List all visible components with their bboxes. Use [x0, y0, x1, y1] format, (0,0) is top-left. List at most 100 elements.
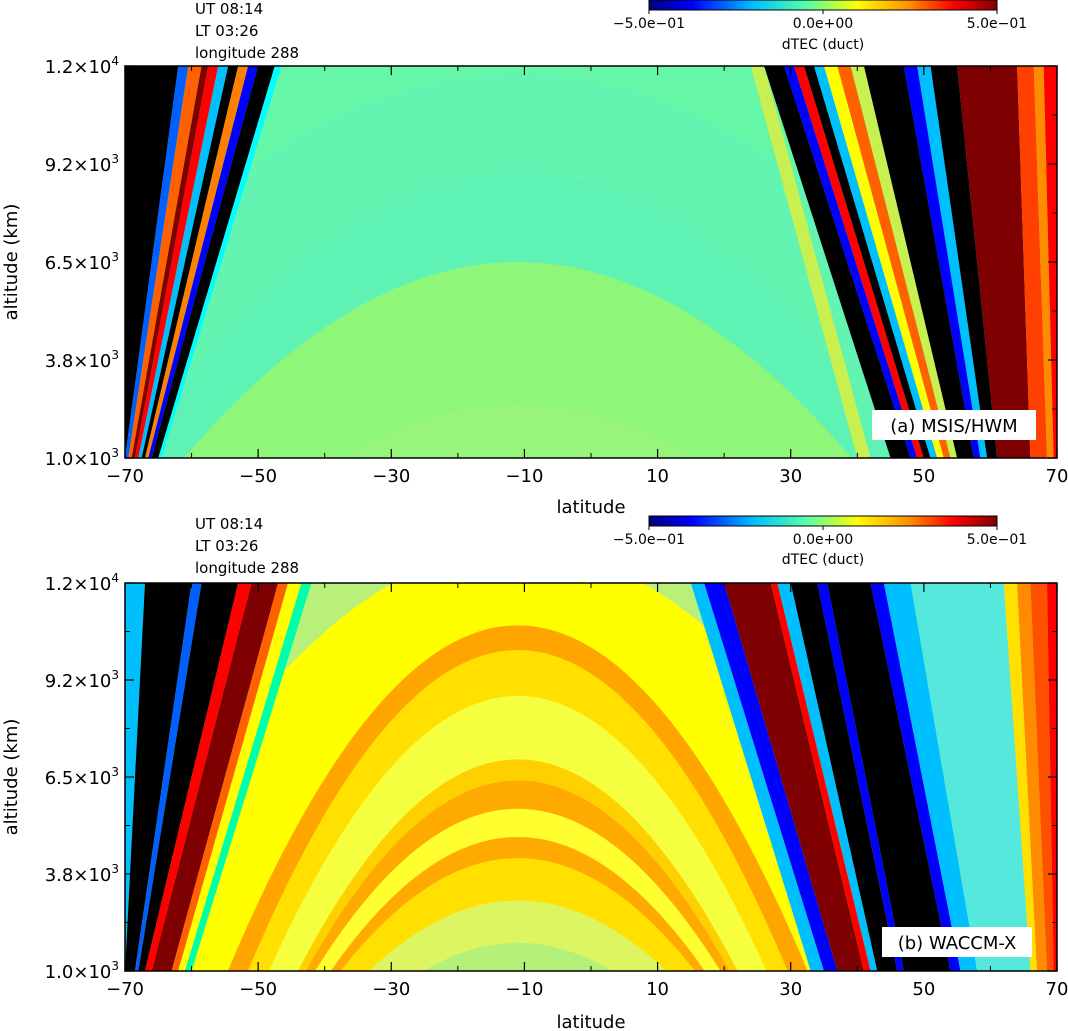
heatmap-band	[690, 583, 824, 971]
x-axis-label: latitude	[556, 1012, 625, 1031]
heatmap-band	[827, 583, 951, 971]
heatmap-band	[138, 66, 229, 458]
colorbar-tick-label-max: 5.0e−01	[967, 16, 1027, 32]
heatmap-area	[125, 66, 1057, 458]
heatmap-arch	[184, 262, 852, 458]
heatmap-band	[917, 66, 988, 458]
info-lt: LT 03:26	[195, 537, 258, 555]
x-tick-label: 30	[779, 466, 802, 487]
heatmap-band	[151, 583, 279, 971]
y-tick-exponent: 4	[111, 54, 119, 68]
heatmap-band	[151, 66, 275, 458]
colorbar-tick-label-min: −5.0e−01	[613, 16, 685, 32]
info-ut: UT 08:14	[195, 515, 263, 533]
colorbar-tick-label-zero: 0.0e+00	[793, 532, 853, 548]
colorbar: −5.0e−01 0.0e+00 5.0e−01 dTEC (duct)	[613, 0, 1027, 53]
heatmap-band	[144, 66, 249, 458]
heatmap-band	[817, 583, 904, 971]
colorbar: −5.0e−01 0.0e+00 5.0e−01 dTEC (duct)	[613, 515, 1027, 568]
panel-waccm-x: UT 08:14 LT 03:26 longitude 288 −5.0e−01…	[1, 515, 1068, 1031]
y-tick-exponent: 3	[111, 959, 119, 973]
panel-label-box: (b) WACCM-X	[882, 927, 1032, 957]
heatmap-band	[784, 66, 918, 458]
info-ut: UT 08:14	[195, 0, 263, 18]
heatmap-band	[1017, 66, 1048, 458]
heatmap-arch	[423, 942, 612, 971]
heatmap-band	[158, 66, 282, 458]
heatmap-band	[883, 583, 978, 971]
heatmap-band	[957, 66, 1031, 458]
heatmap-band	[131, 66, 209, 458]
heatmap-band	[125, 66, 189, 458]
heatmap-band	[863, 66, 974, 458]
x-tick-label: 50	[912, 979, 935, 1000]
colorbar-gradient	[648, 0, 998, 11]
x-tick-label: −50	[239, 466, 277, 487]
panel-msis-hwm: UT 08:14 LT 03:26 longitude 288 −5.0e−01…	[1, 0, 1068, 518]
y-tick-exponent: 4	[111, 571, 119, 585]
x-tick-label: −10	[505, 979, 543, 1000]
y-tick-label: 1.2×104	[45, 54, 119, 78]
info-block: UT 08:14 LT 03:26 longitude 288	[195, 515, 299, 577]
panel-label-box: (a) MSIS/HWM	[872, 410, 1036, 440]
x-tick-label: −70	[106, 979, 144, 1000]
heatmap-band	[1030, 583, 1054, 971]
heatmap-band	[704, 583, 838, 971]
x-tick-label: 10	[646, 466, 669, 487]
info-longitude: longitude 288	[195, 44, 299, 62]
info-block: UT 08:14 LT 03:26 longitude 288	[195, 0, 299, 62]
axes: −70 −50 −30 −10 10 30 50 70 1.0×103 3.8×103 6.5×10…	[45, 571, 1068, 1000]
heatmap-band	[134, 66, 219, 458]
heatmap-band	[134, 583, 202, 971]
heatmap-band	[850, 66, 958, 458]
heatmap-band	[764, 66, 911, 458]
heatmap-band	[141, 66, 239, 458]
x-axis-label: latitude	[556, 497, 625, 518]
y-tick-exponent: 3	[111, 348, 119, 362]
y-tick-exponent: 3	[111, 765, 119, 779]
x-tick-label: −50	[239, 979, 277, 1000]
heatmap-band	[144, 583, 252, 971]
heatmap-area	[125, 583, 1057, 971]
heatmap-band	[178, 583, 302, 971]
heatmap-band	[814, 66, 938, 458]
y-tick-label: 6.5×103	[45, 250, 119, 274]
colorbar-tick-label-zero: 0.0e+00	[793, 16, 853, 32]
x-tick-label: 10	[646, 979, 669, 1000]
x-tick-label: 70	[1046, 466, 1068, 487]
y-axis-label: altitude (km)	[1, 204, 22, 321]
y-tick-label: 1.2×104	[45, 571, 119, 595]
heatmap-band	[794, 66, 924, 458]
x-tick-label: −30	[372, 979, 410, 1000]
heatmap-band	[1003, 583, 1038, 971]
x-tick-label: −70	[106, 466, 144, 487]
colorbar-label: dTEC (duct)	[782, 552, 864, 568]
y-tick-exponent: 3	[111, 152, 119, 166]
heatmap-band	[804, 66, 931, 458]
heatmap-band	[148, 66, 259, 458]
heatmap-band	[1017, 583, 1048, 971]
heatmap-band	[750, 66, 871, 458]
y-tick-exponent: 3	[111, 250, 119, 264]
x-tick-label: 30	[779, 979, 802, 1000]
x-tick-label: 70	[1046, 979, 1068, 1000]
heatmap-band	[777, 583, 878, 971]
x-tick-label: −30	[372, 466, 410, 487]
heatmap-band	[824, 66, 944, 458]
heatmap-arch	[341, 404, 694, 458]
colorbar-label: dTEC (duct)	[782, 37, 864, 53]
heatmap-band	[790, 583, 898, 971]
colorbar-gradient	[648, 515, 998, 527]
colorbar-tick-label-min: −5.0e−01	[613, 532, 685, 548]
heatmap-band	[770, 583, 871, 971]
y-axis-label: altitude (km)	[1, 719, 22, 836]
y-tick-exponent: 3	[111, 668, 119, 682]
y-tick-label: 1.0×103	[45, 446, 119, 470]
y-tick-label: 9.2×103	[45, 152, 119, 176]
info-lt: LT 03:26	[195, 22, 258, 40]
panel-label: (a) MSIS/HWM	[890, 416, 1017, 437]
heatmap-band	[870, 583, 961, 971]
x-tick-label: 50	[912, 466, 935, 487]
axes: −70 −50 −30 −10 10 30 50 70 1.0×103 3.8×103 6.5×10…	[45, 54, 1068, 487]
heatmap-band	[837, 66, 951, 458]
